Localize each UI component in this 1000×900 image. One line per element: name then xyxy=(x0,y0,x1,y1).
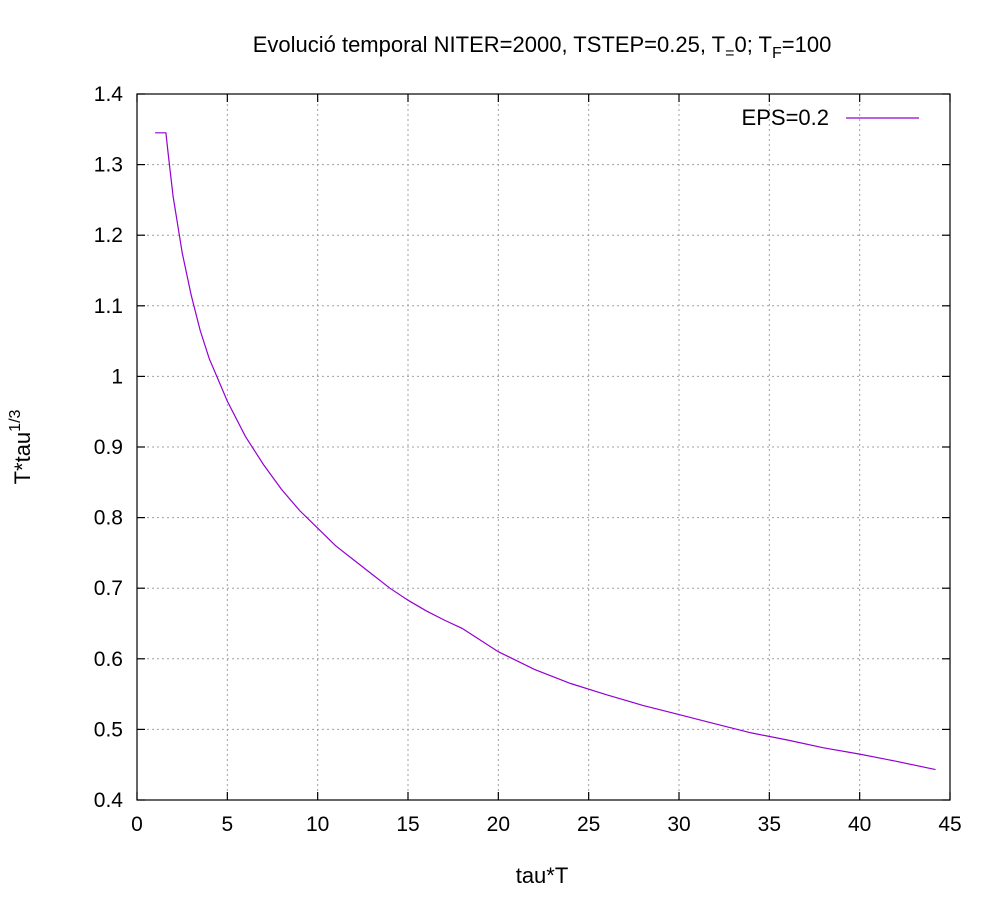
x-axis-label: tau*T xyxy=(516,863,569,888)
y-tick-label: 0.7 xyxy=(94,577,123,600)
chart-title-part: F xyxy=(772,45,782,62)
chart-title-part: =100 xyxy=(782,32,832,57)
y-axis-label-base: T*tau xyxy=(10,432,35,485)
y-tick-label: 1.1 xyxy=(94,295,123,318)
x-tick-label: 0 xyxy=(131,813,143,836)
x-tick-label: 5 xyxy=(221,813,233,836)
y-tick-label: 1.4 xyxy=(94,83,124,106)
chart-title-part: Evolució temporal NITER=2000, TSTEP=0.25… xyxy=(253,32,725,57)
x-tick-label: 10 xyxy=(306,813,329,836)
grid xyxy=(137,94,950,800)
x-tick-label: 40 xyxy=(848,813,871,836)
chart-title: Evolució temporal NITER=2000, TSTEP=0.25… xyxy=(253,32,832,62)
x-tick-label: 20 xyxy=(487,813,510,836)
x-tick-label: 15 xyxy=(396,813,419,836)
legend-label: EPS=0.2 xyxy=(742,105,829,130)
chart-title-part: 0; T xyxy=(734,32,772,57)
x-tick-label: 45 xyxy=(938,813,961,836)
y-tick-label: 0.6 xyxy=(94,648,123,671)
series-line-0 xyxy=(155,132,936,771)
y-axis-label: T*tau1/3 xyxy=(7,409,35,484)
chart-title-part: = xyxy=(725,45,734,62)
axis-ticks: 0 5 10 15 20 25 30 35 40 45 0.4 0.5 0.6 0.7 0.8 0.9 1 1.1… xyxy=(94,83,962,836)
x-tick-label: 30 xyxy=(667,813,690,836)
x-tick-label: 35 xyxy=(758,813,781,836)
y-tick-label: 0.5 xyxy=(94,718,123,741)
y-tick-label: 1 xyxy=(111,365,123,388)
y-tick-label: 0.9 xyxy=(94,436,123,459)
x-tick-label: 25 xyxy=(577,813,600,836)
legend: EPS=0.2 xyxy=(742,105,919,130)
y-tick-label: 0.8 xyxy=(94,507,123,530)
series-layer xyxy=(155,132,936,771)
y-tick-label: 1.2 xyxy=(94,224,123,247)
y-tick-label: 0.4 xyxy=(94,789,124,812)
y-tick-label: 1.3 xyxy=(94,154,123,177)
y-axis-label-sup: 1/3 xyxy=(7,409,24,431)
